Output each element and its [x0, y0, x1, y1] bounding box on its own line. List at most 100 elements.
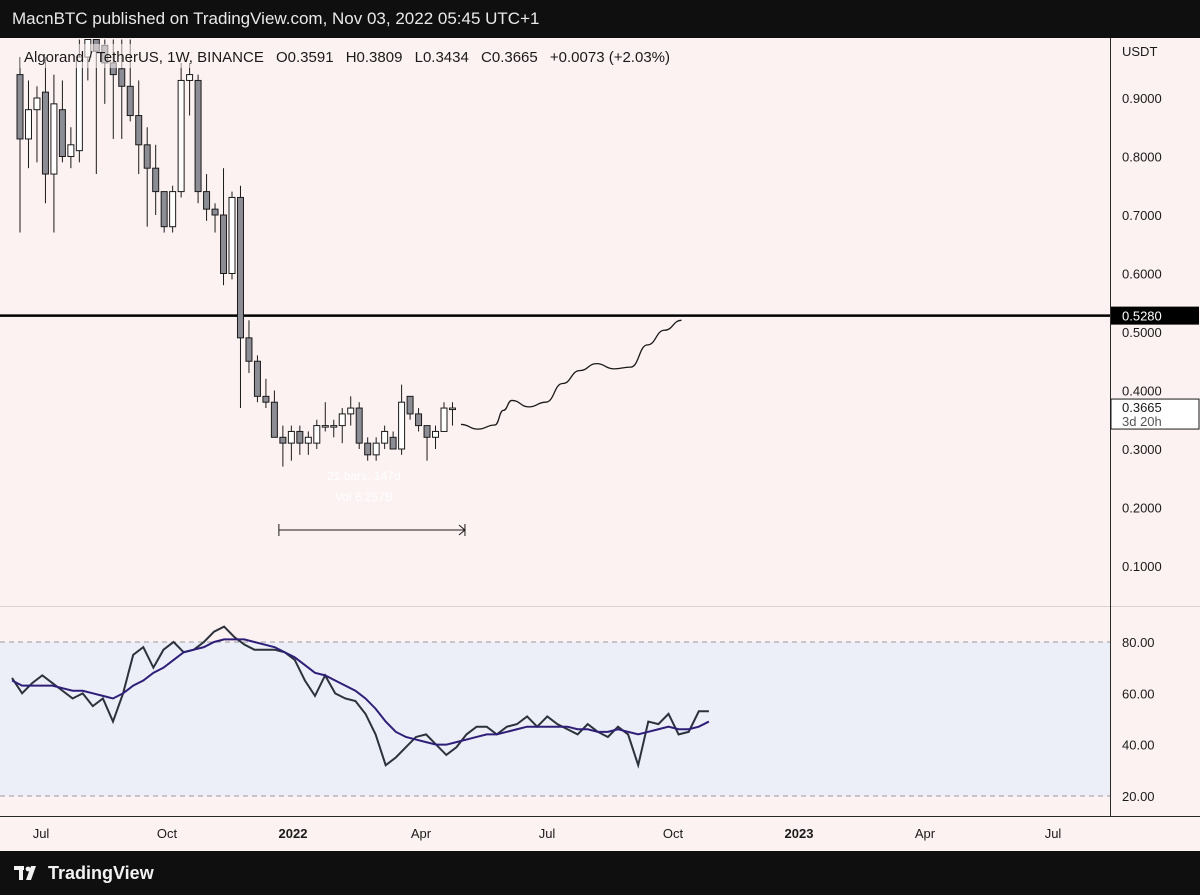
candle[interactable]: [406, 395, 414, 420]
candle[interactable]: [440, 402, 448, 432]
candle[interactable]: [423, 425, 431, 461]
candle[interactable]: [143, 127, 151, 227]
candle[interactable]: [381, 425, 389, 449]
candle-body: [389, 436, 397, 450]
candle-body: [253, 360, 261, 397]
candle[interactable]: [253, 355, 261, 403]
candle-body: [355, 407, 363, 444]
candle[interactable]: [372, 437, 380, 461]
candle[interactable]: [262, 378, 270, 409]
price-pane[interactable]: [0, 38, 1110, 606]
candle[interactable]: [169, 185, 177, 233]
candle[interactable]: [41, 57, 49, 204]
price-tick-label: 0.1000: [1122, 559, 1162, 574]
candle-body: [262, 395, 270, 403]
candle[interactable]: [16, 57, 24, 233]
candle[interactable]: [160, 191, 168, 233]
resistance-label-box: [1111, 306, 1199, 325]
candle-body: [118, 68, 126, 87]
oscillator-line[interactable]: [11, 625, 709, 769]
candle[interactable]: [364, 437, 372, 461]
time-ticks: Jul Oct 2022 Apr Jul Oct 2023 Apr Jul: [33, 826, 1062, 841]
price-tick-label: 0.8000: [1122, 150, 1162, 165]
legend-high: H0.3809: [346, 49, 403, 66]
legend[interactable]: Algorand / TetherUS, 1W, BINANCE O0.3591…: [24, 49, 670, 66]
tradingview-logo-icon: [14, 865, 36, 880]
candle[interactable]: [415, 408, 423, 432]
projection-path[interactable]: [460, 319, 682, 430]
candle[interactable]: [355, 402, 363, 449]
osc-axis[interactable]: [1110, 607, 1200, 816]
measure-tool[interactable]: 21 bars, 147d Vol 6.257B: [278, 469, 466, 536]
candle[interactable]: [347, 396, 355, 426]
candle-body: [279, 436, 287, 444]
candle[interactable]: [194, 74, 202, 204]
candle-body: [177, 79, 185, 193]
candle[interactable]: [67, 127, 75, 169]
time-tick-label: Apr: [915, 826, 936, 841]
candle-body: [186, 74, 194, 81]
candle[interactable]: [304, 431, 312, 455]
candle-body: [296, 430, 304, 444]
time-tick-label: Jul: [33, 826, 50, 841]
candle[interactable]: [432, 425, 440, 449]
oscillator-ma-line[interactable]: [11, 638, 710, 746]
candle[interactable]: [338, 408, 346, 444]
candle[interactable]: [245, 320, 253, 373]
candle[interactable]: [152, 144, 160, 215]
candle[interactable]: [313, 419, 321, 449]
candle[interactable]: [279, 425, 287, 467]
candle-body: [152, 167, 160, 193]
chart-canvas[interactable]: USDT 0.9000 0.8000 0.7000 0.6000 0.5000 0.400…: [0, 38, 1200, 851]
candle-body: [24, 109, 32, 140]
candle[interactable]: [177, 62, 185, 198]
candle[interactable]: [50, 74, 58, 233]
candle[interactable]: [135, 80, 143, 175]
publisher-bar: MacnBTC published on TradingView.com, No…: [0, 0, 1200, 38]
candle[interactable]: [58, 80, 66, 163]
price-tick-label: 0.4000: [1122, 384, 1162, 399]
footer-bar: TradingView: [0, 851, 1200, 895]
osc-ticks: 80.00 60.00 40.00 20.00: [1122, 635, 1155, 804]
candles: [16, 39, 456, 467]
price-axis-currency: USDT: [1122, 44, 1157, 59]
candle[interactable]: [296, 425, 304, 455]
candle[interactable]: [203, 174, 211, 221]
candle[interactable]: [330, 419, 338, 438]
measure-vol-text: Vol 6.257B: [335, 490, 393, 504]
price-tick-label: 0.5000: [1122, 325, 1162, 340]
candle[interactable]: [448, 402, 456, 426]
candle-body: [338, 413, 346, 427]
time-axis[interactable]: [0, 816, 1110, 851]
candle[interactable]: [24, 80, 32, 169]
candle-body: [372, 442, 380, 456]
candle[interactable]: [389, 431, 397, 450]
legend-bg: [20, 44, 720, 68]
candle[interactable]: [321, 402, 329, 432]
candle[interactable]: [220, 168, 228, 286]
legend-symbol: Algorand / TetherUS, 1W, BINANCE: [24, 49, 264, 66]
candle-body: [203, 191, 211, 210]
candle-body: [211, 208, 219, 216]
price-tick-label: 0.3000: [1122, 442, 1162, 457]
countdown-label: 3d 20h: [1122, 414, 1162, 429]
time-tick-label: 2023: [785, 826, 814, 841]
candle[interactable]: [270, 390, 278, 438]
candle[interactable]: [186, 62, 194, 116]
candle[interactable]: [211, 203, 219, 233]
candle[interactable]: [33, 86, 41, 163]
candle[interactable]: [236, 185, 244, 409]
candle-body: [58, 109, 66, 157]
candle-body: [194, 79, 202, 193]
candle[interactable]: [287, 425, 295, 461]
candle-body: [398, 401, 406, 450]
candle-body: [270, 401, 278, 438]
candle-body: [330, 425, 338, 428]
tradingview-logo[interactable]: TradingView: [14, 863, 154, 884]
price-tick-label: 0.7000: [1122, 208, 1162, 223]
candle-body: [245, 337, 253, 362]
candle[interactable]: [398, 384, 406, 455]
candle-body: [304, 436, 312, 444]
candle-body: [41, 91, 49, 175]
candle[interactable]: [228, 191, 236, 280]
